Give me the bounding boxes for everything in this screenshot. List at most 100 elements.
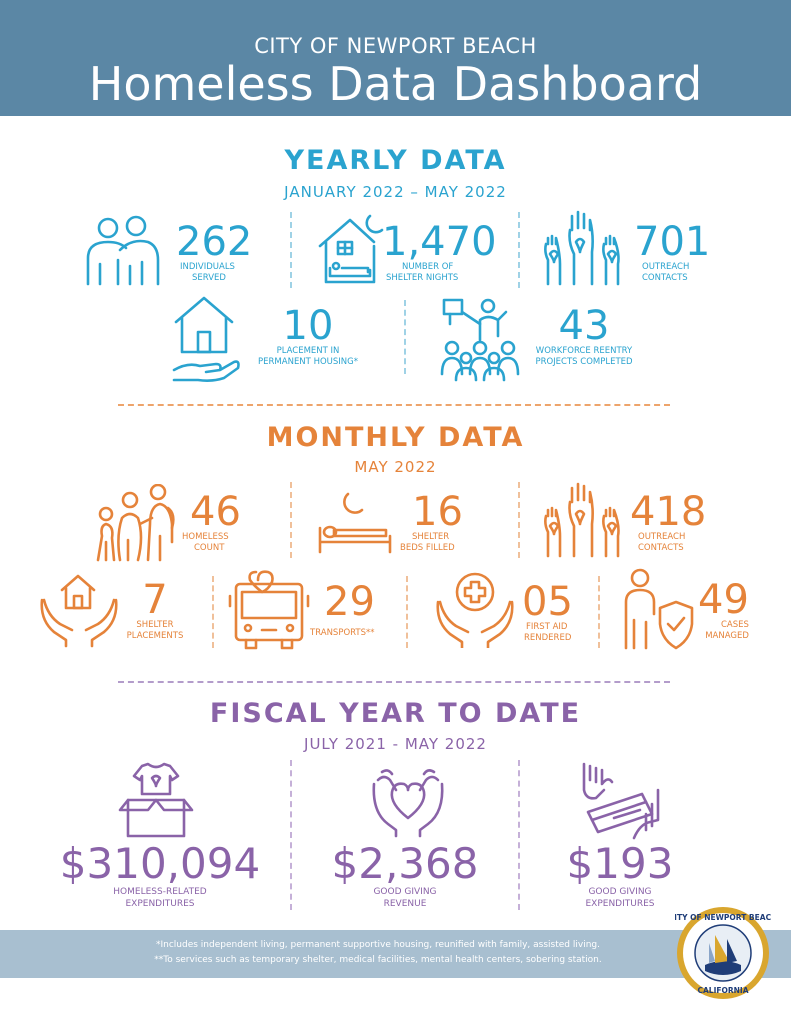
hand-card-icon <box>580 760 660 840</box>
footer-bar: *Includes independent living, permanent … <box>0 930 791 978</box>
fiscal-stat-revenue-value: $2,368 <box>331 839 479 888</box>
stat-label: PROJECTS COMPLETED <box>535 357 633 367</box>
stat-value: 05 <box>522 579 573 625</box>
divider <box>598 576 600 648</box>
stat-label: OUTREACH <box>642 262 690 272</box>
yearly-stat-individuals: 262 INDIVIDUALS SERVED <box>176 222 252 284</box>
city-seal-logo: CITY OF NEWPORT BEACH CALIFORNIA <box>669 905 777 1001</box>
fiscal-section-range: JULY 2021 - MAY 2022 <box>304 735 487 753</box>
stat-value: 46 <box>190 489 241 535</box>
section-divider <box>118 681 670 683</box>
monthly-stat-first-aid: 05 FIRST AID RENDERED <box>522 582 573 644</box>
monthly-stat-transports: 29 TRANSPORTS** <box>310 582 375 639</box>
divider <box>406 576 408 648</box>
stat-label: MANAGED <box>705 631 749 641</box>
monthly-stat-beds-filled: 16 SHELTER BEDS FILLED <box>400 492 463 554</box>
stat-label: FIRST AID <box>526 622 568 632</box>
monthly-section-title: MONTHLY DATA <box>266 422 525 453</box>
yearly-stat-shelter-nights: 1,470 NUMBER OF SHELTER NIGHTS <box>382 222 497 284</box>
hands-heart-icon <box>370 764 446 838</box>
divider <box>290 482 292 558</box>
raised-hands-heart-icon <box>540 480 626 560</box>
stat-value: 1,470 <box>382 219 497 265</box>
monthly-stat-outreach: 418 OUTREACH CONTACTS <box>630 492 706 554</box>
stat-label: INDIVIDUALS <box>180 262 235 272</box>
stat-label: NUMBER OF <box>402 262 454 272</box>
stat-label: PLACEMENTS <box>126 631 184 641</box>
stat-value: 418 <box>630 489 707 535</box>
footnote-1: *Includes independent living, permanent … <box>156 940 600 950</box>
seal-text-bottom: CALIFORNIA <box>697 986 748 995</box>
family-walking-icon <box>92 484 178 562</box>
stat-value: 16 <box>412 489 463 535</box>
stat-value: 49 <box>698 577 749 623</box>
header-banner: CITY OF NEWPORT BEACH Homeless Data Dash… <box>0 0 791 116</box>
stat-label: GOOD GIVING <box>373 887 437 897</box>
divider <box>404 300 406 374</box>
divider <box>518 760 520 910</box>
hands-house-icon <box>38 570 120 648</box>
bed-moon-icon <box>316 490 394 556</box>
fiscal-section-title: FISCAL YEAR TO DATE <box>209 698 582 729</box>
seal-text-top: CITY OF NEWPORT BEACH <box>675 913 771 922</box>
presenter-audience-icon <box>440 296 524 382</box>
stat-label: WORKFORCE REENTRY <box>535 346 633 356</box>
stat-value: 262 <box>176 219 253 265</box>
house-bed-moon-icon <box>316 212 386 286</box>
stat-value: 10 <box>282 303 334 349</box>
stat-label: CONTACTS <box>642 273 688 283</box>
stat-label: PLACEMENT IN <box>276 346 340 356</box>
fiscal-stat-giving-expenditures-value: $193 <box>566 839 674 888</box>
stat-label: SHELTER <box>136 620 174 630</box>
stat-label: CONTACTS <box>638 543 684 553</box>
donation-box-shirt-icon <box>118 760 194 838</box>
fiscal-stat-giving-expenditures-label: GOOD GIVING EXPENDITURES <box>530 886 710 910</box>
divider <box>518 482 520 558</box>
people-embrace-icon <box>82 214 162 286</box>
divider <box>518 212 520 288</box>
stat-label: TRANSPORTS** <box>310 628 375 638</box>
hand-house-icon <box>170 292 240 384</box>
yearly-stat-permanent-housing: 10 PLACEMENT IN PERMANENT HOUSING* <box>248 306 368 368</box>
stat-label: SHELTER <box>412 532 450 542</box>
monthly-stat-homeless-count: 46 HOMELESS COUNT <box>178 492 241 554</box>
hands-medical-cross-icon <box>434 568 516 648</box>
divider <box>290 760 292 910</box>
monthly-stat-cases: 49 CASES MANAGED <box>698 580 749 642</box>
stat-label: CASES <box>720 620 749 630</box>
stat-value: 701 <box>634 219 711 265</box>
person-shield-icon <box>614 566 694 650</box>
stat-label: PERMANENT HOUSING* <box>258 357 358 367</box>
stat-label: EXPENDITURES <box>125 899 195 909</box>
raised-hands-heart-icon <box>540 208 626 288</box>
monthly-section-range: MAY 2022 <box>354 458 437 476</box>
stat-label: COUNT <box>194 543 225 553</box>
divider <box>212 576 214 648</box>
monthly-stat-shelter-placements: 7 SHELTER PLACEMENTS <box>118 580 192 642</box>
yearly-section-range: JANUARY 2022 – MAY 2022 <box>284 183 507 201</box>
stat-label: RENDERED <box>524 633 572 643</box>
yearly-stat-outreach: 701 OUTREACH CONTACTS <box>634 222 710 284</box>
stat-label: SHELTER NIGHTS <box>386 273 459 283</box>
page-title: Homeless Data Dashboard <box>88 57 703 111</box>
stat-label: HOMELESS-RELATED <box>113 887 207 897</box>
stat-label: GOOD GIVING <box>588 887 652 897</box>
stat-value: 43 <box>558 303 610 349</box>
yearly-stat-workforce: 43 WORKFORCE REENTRY PROJECTS COMPLETED <box>524 306 644 368</box>
stat-label: BEDS FILLED <box>400 543 455 553</box>
stat-value: 29 <box>324 579 375 625</box>
fiscal-stat-expenditures-value: $310,094 <box>59 839 261 888</box>
fiscal-stat-revenue-label: GOOD GIVING REVENUE <box>300 886 510 910</box>
stat-label: OUTREACH <box>638 532 686 542</box>
stat-label: HOMELESS <box>182 532 229 542</box>
stat-value: 7 <box>142 577 168 623</box>
yearly-section-title: YEARLY DATA <box>284 145 507 176</box>
stat-label: EXPENDITURES <box>585 899 655 909</box>
header-kicker: CITY OF NEWPORT BEACH <box>254 34 537 58</box>
bus-heart-icon <box>228 566 310 650</box>
divider <box>290 212 292 288</box>
section-divider <box>118 404 670 406</box>
fiscal-stat-expenditures-label: HOMELESS-RELATED EXPENDITURES <box>40 886 280 910</box>
stat-label: SERVED <box>192 273 226 283</box>
